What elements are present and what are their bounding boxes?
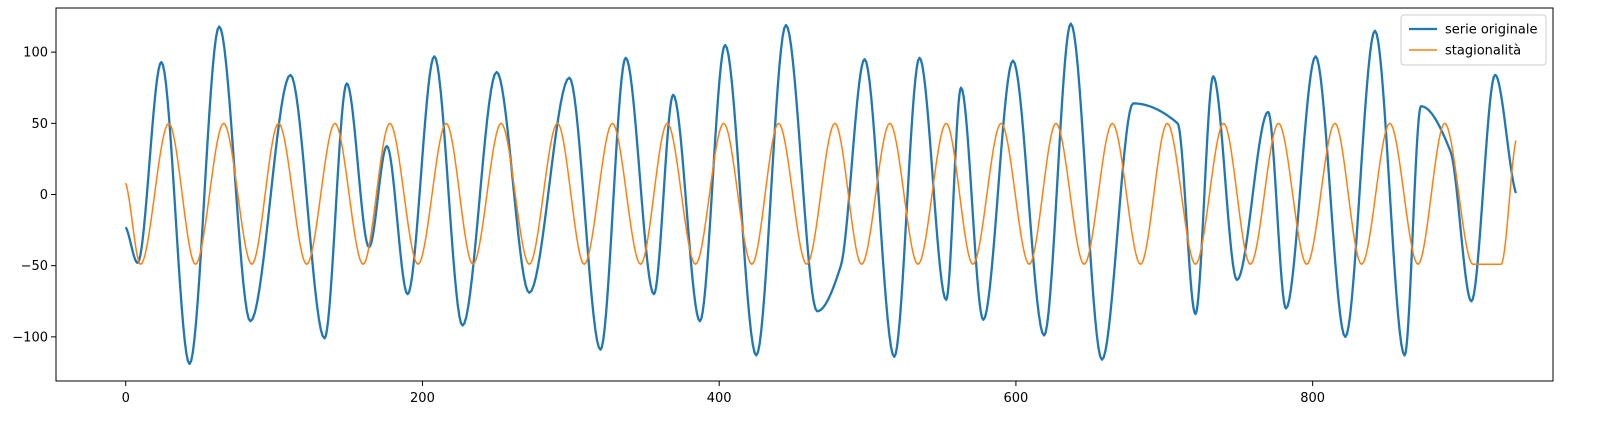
y-tick-label: 0 [40,188,48,203]
series-layer [124,22,1518,366]
x-tick-label: 800 [1300,391,1325,406]
series-line-stagionalita [125,122,1517,266]
plot-frame [55,7,1554,382]
y-axis-ticks: −100 −50 0 50 100 [12,46,56,345]
y-tick-label: 50 [31,117,48,132]
legend-box [1400,14,1547,66]
x-axis-ticks: 0 200 400 600 800 [122,381,1325,406]
y-tick-label: −100 [12,330,48,345]
series-line-serie-originale [124,22,1518,366]
x-tick-label: 600 [1004,391,1029,406]
legend-label-stagionalita: stagionalità [1445,44,1521,59]
y-tick-label: −50 [21,259,48,274]
y-tick-label: 100 [23,46,48,61]
x-tick-label: 400 [707,391,732,406]
legend: serie originale stagionalità [1400,14,1547,66]
legend-label-serie-originale: serie originale [1445,23,1537,38]
x-tick-label: 200 [410,391,435,406]
x-tick-label: 0 [122,391,130,406]
